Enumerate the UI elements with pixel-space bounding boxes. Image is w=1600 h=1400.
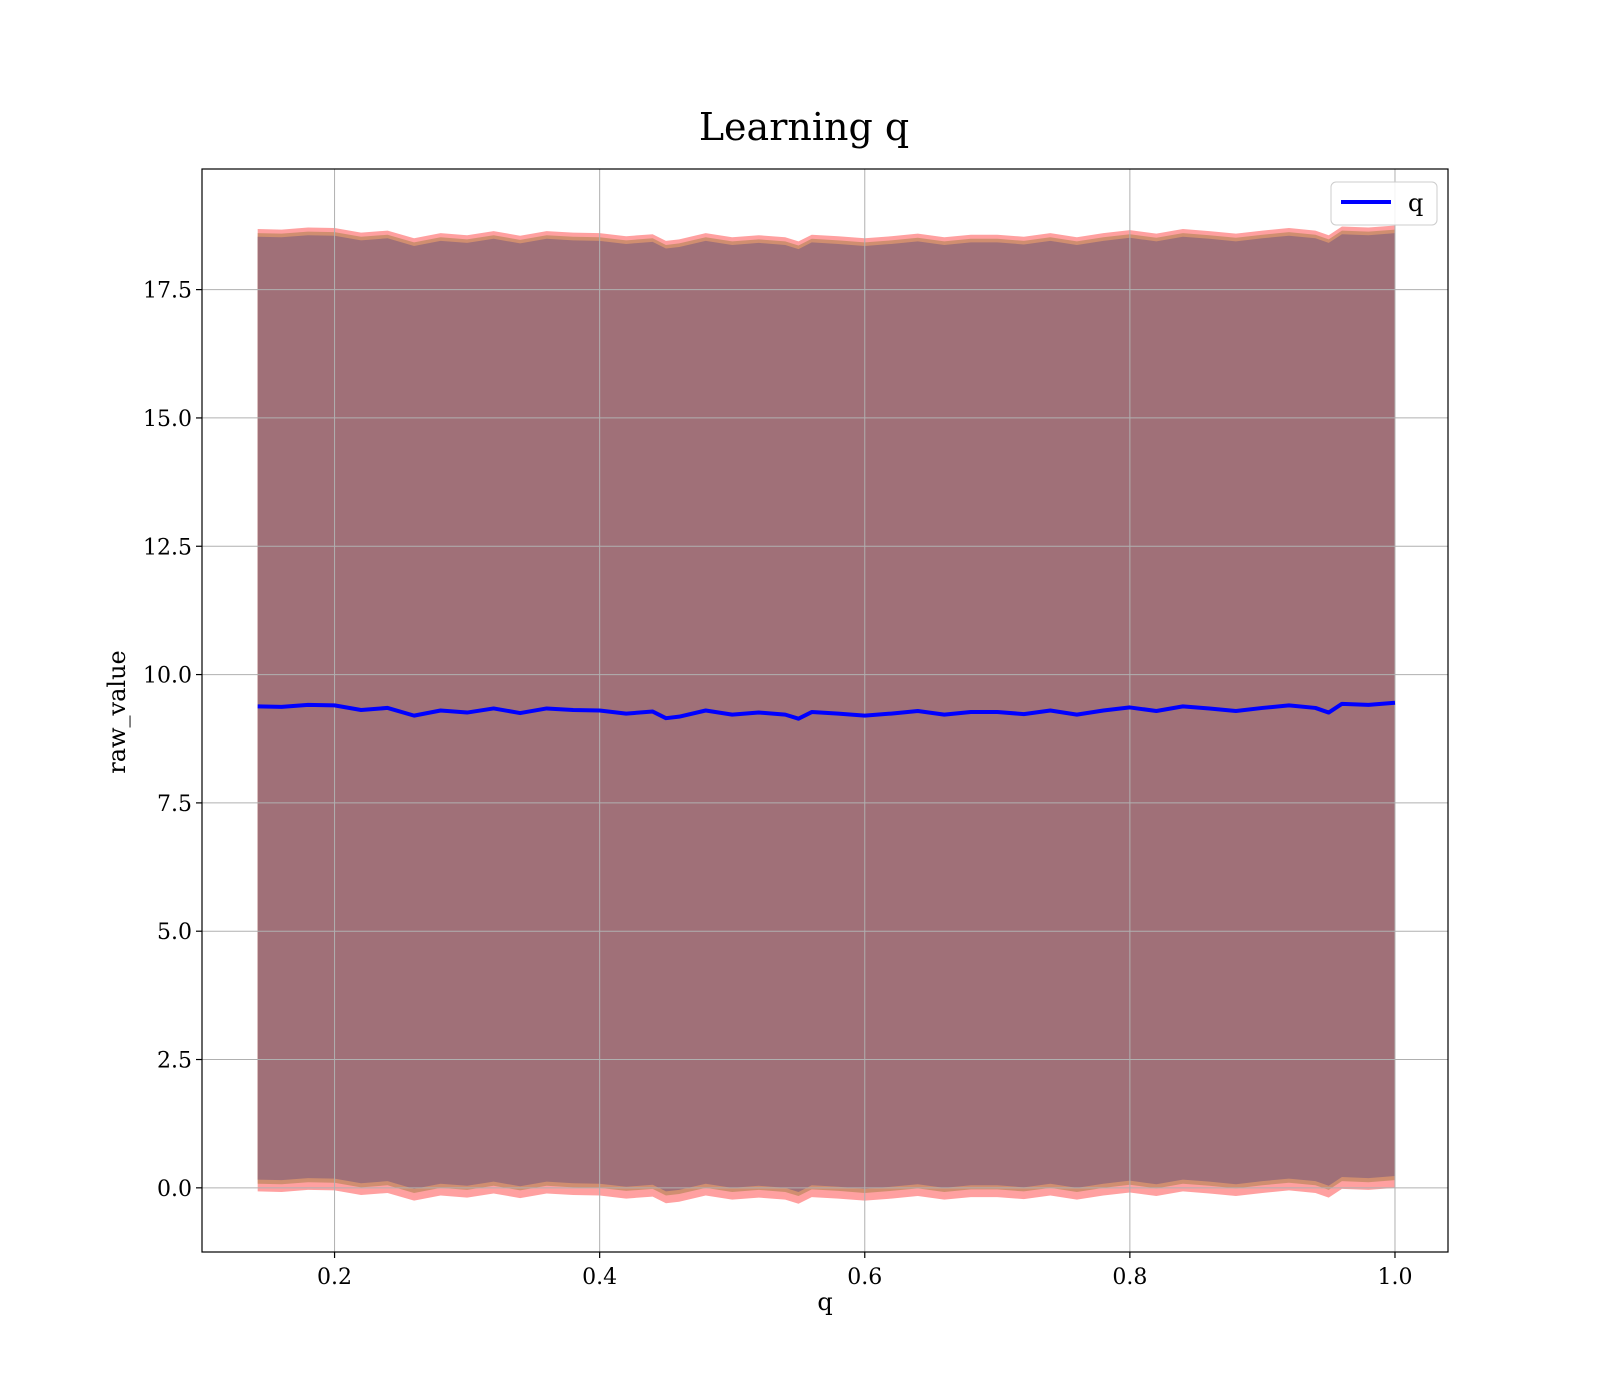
y-tick-label: 15.0 bbox=[143, 407, 192, 432]
x-tick-label: 0.8 bbox=[1112, 1265, 1147, 1290]
x-axis-label: q bbox=[817, 1288, 832, 1316]
legend: q bbox=[1330, 181, 1438, 226]
y-tick-label: 12.5 bbox=[143, 535, 192, 560]
series-lines bbox=[257, 700, 1396, 721]
y-tick-label: 7.5 bbox=[157, 792, 192, 817]
plot-area bbox=[201, 168, 1449, 1253]
x-axis-ticks: 0.2 0.4 0.6 0.8 1.0 bbox=[317, 1252, 1412, 1290]
x-tick-label: 1.0 bbox=[1377, 1265, 1412, 1290]
x-tick-label: 0.4 bbox=[582, 1265, 617, 1290]
y-tick-label: 17.5 bbox=[143, 279, 192, 304]
y-tick-label: 10.0 bbox=[143, 664, 192, 689]
plot-frame bbox=[201, 168, 1449, 1253]
chart-title: Learning q bbox=[699, 105, 909, 149]
legend-label-q: q bbox=[1408, 189, 1423, 217]
y-tick-label: 5.0 bbox=[157, 920, 192, 945]
y-tick-label: 0.0 bbox=[157, 1177, 192, 1202]
y-axis-label: raw_value bbox=[103, 650, 131, 774]
y-axis-ticks: 0.0 2.5 5.0 7.5 10.0 12.5 15.0 17.5 bbox=[143, 279, 202, 1202]
series-line-q bbox=[257, 700, 1396, 721]
x-tick-label: 0.6 bbox=[847, 1265, 882, 1290]
y-tick-label: 2.5 bbox=[157, 1049, 192, 1074]
x-tick-label: 0.2 bbox=[317, 1265, 352, 1290]
